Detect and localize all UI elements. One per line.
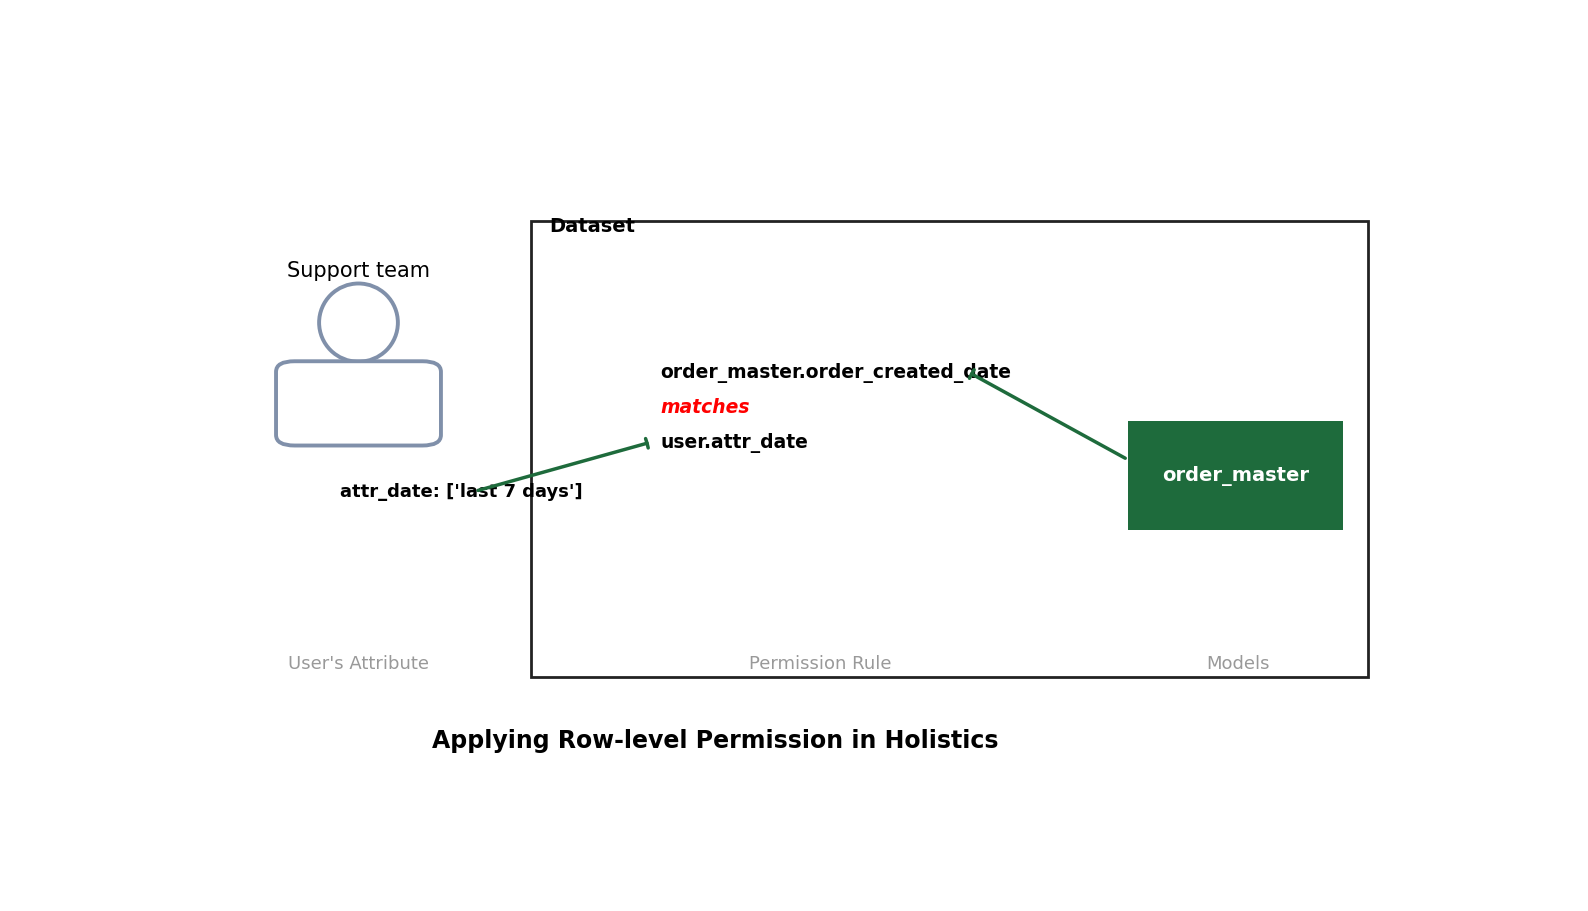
Text: order_master: order_master	[1162, 466, 1309, 486]
Text: user.attr_date: user.attr_date	[661, 433, 808, 453]
Text: attr_date: ['last 7 days']: attr_date: ['last 7 days']	[340, 483, 583, 501]
Ellipse shape	[319, 284, 399, 363]
Text: matches: matches	[661, 398, 750, 417]
Text: User's Attribute: User's Attribute	[287, 654, 429, 672]
Bar	[530, 221, 1367, 678]
Text: order_master.order_created_date: order_master.order_created_date	[661, 363, 1012, 383]
Text: Support team: Support team	[287, 261, 430, 281]
Text: Applying Row-level Permission in Holistics: Applying Row-level Permission in Holisti…	[432, 729, 999, 752]
Bar	[1127, 422, 1343, 530]
Text: Dataset: Dataset	[549, 217, 635, 236]
Text: Permission Rule: Permission Rule	[750, 654, 891, 672]
Text: Models: Models	[1207, 654, 1270, 672]
FancyBboxPatch shape	[276, 362, 441, 446]
